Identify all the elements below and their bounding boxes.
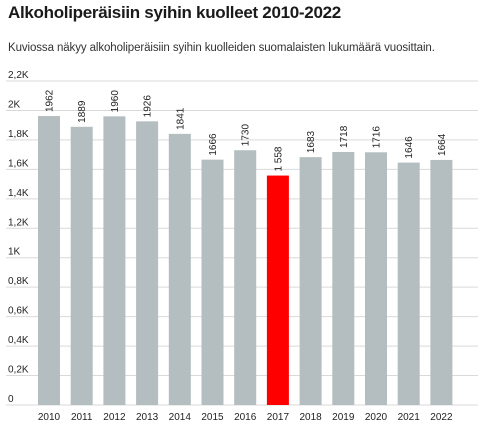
data-label-2022: 1664 xyxy=(437,133,448,156)
x-tick-label: 2012 xyxy=(103,412,126,423)
bar-2016 xyxy=(234,150,257,405)
data-label-2021: 1646 xyxy=(404,136,415,159)
bar-2015 xyxy=(201,159,224,405)
data-labels: 1962 1889 1960 1926 1841 1666 1730 1 558 1683 171… xyxy=(45,89,448,171)
bars xyxy=(38,116,453,406)
x-tick-label: 2017 xyxy=(267,412,290,423)
y-tick-label: 0 xyxy=(8,394,14,405)
y-tick-label: 1,6K xyxy=(8,158,29,169)
x-tick-label: 2021 xyxy=(398,412,421,423)
y-tick-label: 1,4K xyxy=(8,188,29,199)
data-label-2013: 1926 xyxy=(143,95,154,118)
bar-2013 xyxy=(136,121,159,406)
y-tick-label: 0,4K xyxy=(8,335,29,346)
y-tick-label: 2K xyxy=(8,99,21,110)
bar-2012 xyxy=(103,116,126,405)
x-tick-label: 2019 xyxy=(332,412,355,423)
x-tick-label: 2022 xyxy=(430,412,453,423)
data-label-2011: 1889 xyxy=(77,100,88,123)
bar-2020 xyxy=(365,152,387,405)
bar-2017 xyxy=(266,175,289,405)
data-label-2019: 1718 xyxy=(339,125,350,148)
x-tick-label: 2014 xyxy=(169,412,192,423)
x-tick-label: 2016 xyxy=(234,412,257,423)
chart-title: Alkoholiperäisiin syihin kuolleet 2010-2… xyxy=(8,3,341,22)
bar-2019 xyxy=(332,151,355,405)
x-tick-label: 2010 xyxy=(38,412,61,423)
data-label-2015: 1666 xyxy=(208,133,219,156)
y-tick-label: 1K xyxy=(8,247,21,258)
y-axis-ticks: 0 0,2K 0,4K 0,6K 0,8K 1K 1,2K 1,4K 1,6K 1,8K 2K 2,2… xyxy=(8,70,29,405)
bar-2014 xyxy=(168,133,191,405)
data-label-2020: 1716 xyxy=(372,126,383,149)
x-tick-label: 2011 xyxy=(71,412,93,423)
x-axis-ticks: 2010 2011 2012 2013 2014 2015 2016 2017 2018 2019… xyxy=(38,412,453,423)
bar-2021 xyxy=(397,162,420,405)
data-label-2012: 1960 xyxy=(110,90,121,113)
y-tick-label: 0,8K xyxy=(8,276,29,287)
data-label-2014: 1841 xyxy=(175,107,186,130)
bar-2010 xyxy=(38,116,60,406)
x-tick-label: 2013 xyxy=(136,412,159,423)
x-tick-label: 2018 xyxy=(299,412,322,423)
x-tick-label: 2020 xyxy=(365,412,388,423)
data-label-2016: 1730 xyxy=(241,124,252,147)
y-tick-label: 2,2K xyxy=(8,70,29,81)
data-label-2017: 1 558 xyxy=(273,146,284,171)
bar-2011 xyxy=(70,126,93,405)
bar-2018 xyxy=(299,157,322,405)
bar-2022 xyxy=(430,159,453,405)
data-label-2010: 1962 xyxy=(45,89,56,112)
y-tick-label: 0,2K xyxy=(8,365,29,376)
y-tick-label: 1,2K xyxy=(8,217,29,228)
y-tick-label: 0,6K xyxy=(8,306,29,317)
chart-subtitle: Kuviossa näkyy alkoholiperäisiin syihin … xyxy=(8,42,435,54)
y-tick-label: 1,8K xyxy=(8,129,29,140)
x-tick-label: 2015 xyxy=(201,412,224,423)
data-label-2018: 1683 xyxy=(306,130,317,153)
